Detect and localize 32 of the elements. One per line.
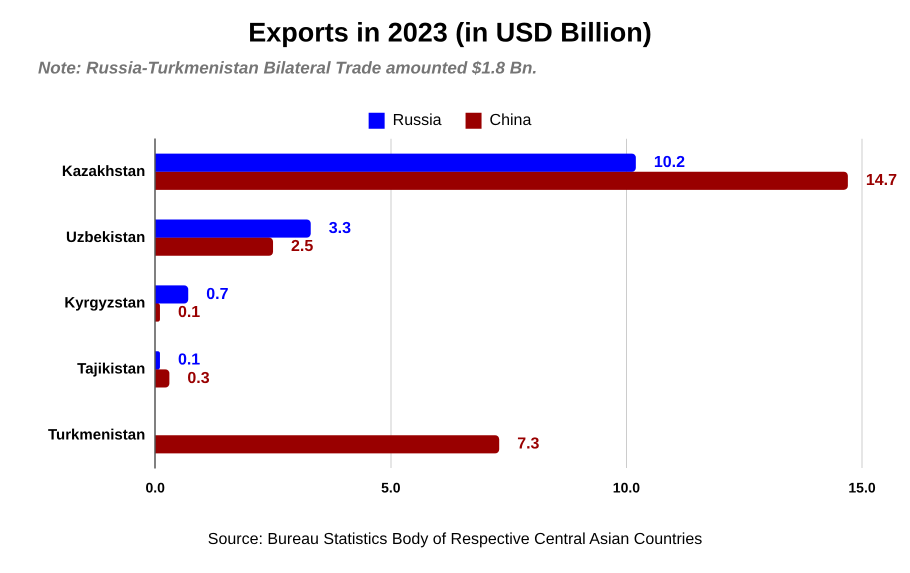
x-tick-label: 0.0 [146,479,166,496]
data-label: 0.1 [178,304,200,321]
y-tick-label: Kyrgyzstan [64,294,146,312]
y-tick-label: Uzbekistan [66,228,146,246]
source-note: Source: Bureau Statistics Body of Respective Central Asian Countries [206,531,704,549]
legend-label: Russia [392,112,442,130]
data-label: 14.7 [866,172,898,190]
data-label: 0.3 [187,370,210,387]
x-tick-label: 5.0 [381,479,401,496]
bar [156,220,311,238]
x-tick-label: 15.0 [848,479,876,496]
bar [156,154,636,172]
y-tick-label: Turkmenistan [48,426,146,444]
chart-subtitle: Note: Russia-Turkmenistan Bilateral Trade amounted $1.8 Bn. [38,58,538,78]
bar [156,238,274,256]
x-tick-label: 10.0 [612,479,640,496]
y-tick-label: Kazakhstan [62,162,146,180]
data-label: 7.3 [517,436,540,453]
bar [156,351,160,370]
legend-label: China [490,112,532,130]
bar [156,304,160,322]
data-label: 0.7 [206,286,229,303]
bar [156,369,170,388]
data-label: 2.5 [291,238,314,256]
bar [156,172,848,190]
data-label: 10.2 [654,154,686,172]
bar [156,285,188,304]
chart-title: Exports in 2023 (in USD Billion) [248,18,652,48]
y-tick-label: Tajikistan [77,360,146,378]
data-label: 3.3 [328,220,352,237]
bar [156,435,500,454]
data-label: 0.1 [178,352,200,369]
